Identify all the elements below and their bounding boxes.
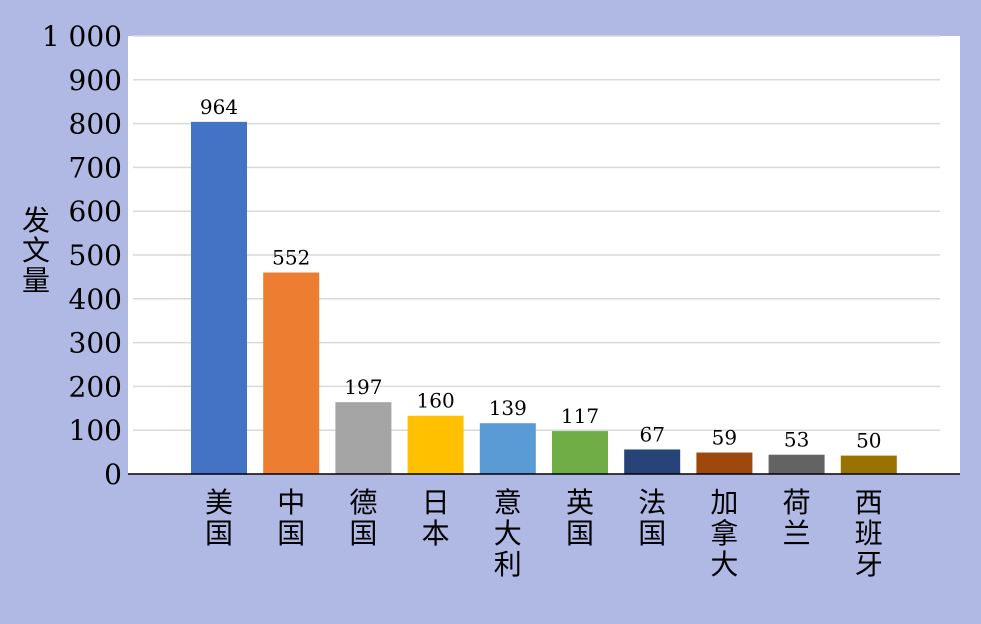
y-tick-label: 0 [104,458,122,491]
bar-japan [407,415,464,474]
y-tick-label: 400 [69,283,122,316]
bar-netherlands [768,454,825,474]
bar-china [263,272,320,474]
category-label-netherlands: 荷兰 [783,486,811,550]
data-label-italy: 139 [489,396,527,420]
bar-usa [191,121,247,475]
bar-spain [840,455,897,474]
data-label-china: 552 [272,246,310,270]
bars [191,121,897,475]
category-label-canada: 加拿大 [710,486,738,581]
y-tick-label: 600 [69,195,122,228]
data-label-germany: 197 [344,375,382,399]
y-axis-ticks: 0 100 200 300 400 500 600 700 800 900 1 000 [42,20,122,491]
category-label-china: 中国 [277,486,305,550]
y-tick-label: 300 [69,327,122,360]
y-tick-label: 700 [69,151,122,184]
y-tick-label: 800 [69,108,122,141]
category-label-uk: 英国 [566,486,594,550]
y-tick-label: 500 [69,239,122,272]
category-label-usa: 美国 [205,486,233,550]
category-label-germany: 德国 [349,486,377,550]
data-labels: 964 552 197 160 139 117 67 59 53 50 [200,95,882,453]
data-label-japan: 160 [417,389,455,413]
y-tick-label: 900 [69,64,122,97]
y-tick-label: 200 [69,370,122,403]
bar-canada [696,452,753,474]
y-axis-label: 发文量 [22,204,50,297]
bar-uk [552,431,608,474]
category-label-japan: 日本 [422,486,450,550]
data-label-uk: 117 [561,404,599,428]
bar-france [624,449,681,474]
data-label-netherlands: 53 [784,428,809,452]
category-label-italy: 意大利 [494,486,522,581]
y-tick-label: 100 [69,414,122,447]
category-label-france: 法国 [638,486,666,550]
data-label-canada: 59 [712,426,737,450]
data-label-usa: 964 [200,95,238,119]
data-label-spain: 50 [856,429,881,453]
category-label-spain: 西班牙 [855,486,883,581]
bar-germany [335,402,392,474]
y-tick-label: 1 000 [42,20,122,53]
bar-italy [479,423,536,474]
data-label-france: 67 [639,422,664,446]
